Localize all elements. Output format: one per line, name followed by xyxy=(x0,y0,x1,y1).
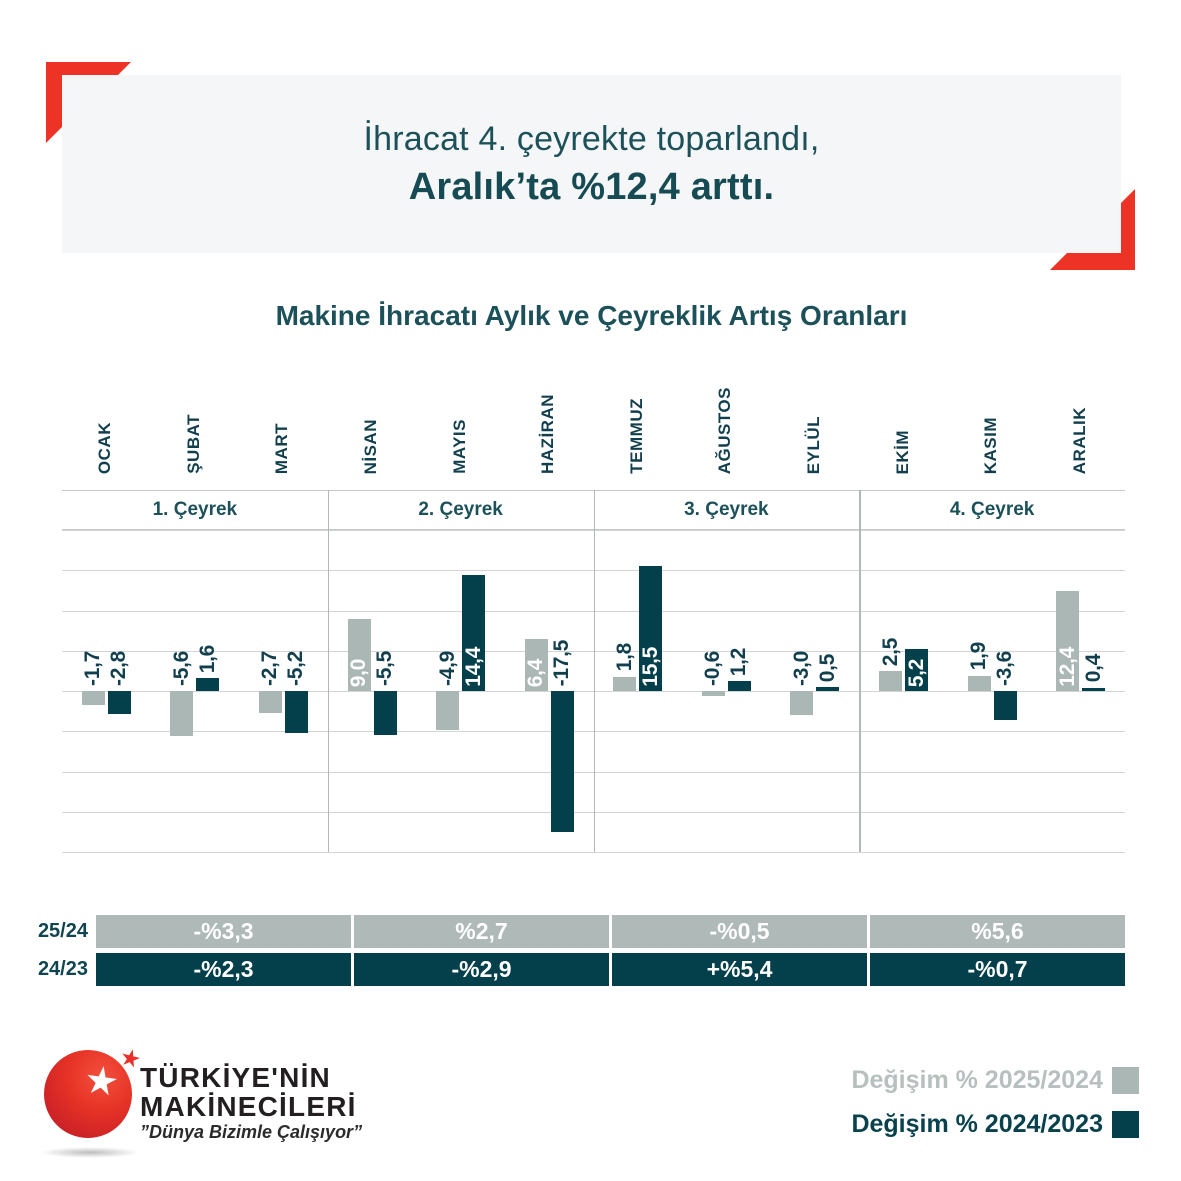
month-label: OCAK xyxy=(95,421,115,474)
bar-value-label: 2,5 xyxy=(878,637,902,666)
legend-item: Değişim % 2024/2023 xyxy=(851,1110,1139,1138)
bar-value-label: 9,0 xyxy=(347,658,371,687)
summary-row-label: 24/23 xyxy=(37,958,88,980)
bar xyxy=(196,678,220,691)
month-label: EKİM xyxy=(892,429,912,475)
chart-title: Makine İhracatı Aylık ve Çeyreklik Artış… xyxy=(275,300,908,331)
bar xyxy=(879,670,903,691)
logo-shadow xyxy=(40,1147,140,1158)
quarter-divider xyxy=(593,490,595,852)
logo-tagline: ”Dünya Bizimle Çalışıyor” xyxy=(140,1122,363,1142)
bar xyxy=(905,649,929,691)
month-label: ŞUBAT xyxy=(183,414,203,474)
bar-value-label: -3,6 xyxy=(993,651,1017,686)
bar-value-label: 6,4 xyxy=(524,658,548,687)
month-label: AĞUSTOS xyxy=(715,386,735,474)
month-label: HAZİRAN xyxy=(538,394,558,474)
bar xyxy=(373,691,397,736)
bar xyxy=(701,691,725,696)
summary-cell: +%5,4 xyxy=(612,953,867,986)
logo-sphere-icon xyxy=(44,1050,132,1138)
bar-value-label: 1,2 xyxy=(727,648,751,677)
bar xyxy=(107,691,131,714)
summary-cell: -%3,3 xyxy=(96,915,351,948)
bar-value-label: 14,4 xyxy=(461,647,485,687)
summary-cell: %5,6 xyxy=(870,915,1125,948)
bar xyxy=(639,566,663,691)
bar xyxy=(967,675,991,691)
bar-value-label: -2,7 xyxy=(258,651,282,686)
month-label: TEMMUZ xyxy=(626,398,646,474)
summary-cell: -%0,7 xyxy=(870,953,1125,986)
month-label: EYLÜL xyxy=(803,415,823,474)
header-panel: İhracat 4. çeyrekte toparlandı, Aralık’t… xyxy=(62,75,1121,253)
bar xyxy=(1082,687,1106,691)
bar-value-label: 15,5 xyxy=(638,647,662,687)
bar-value-label: 12,4 xyxy=(1055,647,1079,687)
month-label: ARALIK xyxy=(1069,406,1089,474)
bar-value-label: -1,7 xyxy=(81,651,105,686)
month-label: MAYIS xyxy=(449,419,469,474)
bar-value-label: -5,2 xyxy=(284,651,308,686)
legend-swatch-icon xyxy=(1112,1110,1139,1138)
bar-value-label: 1,6 xyxy=(195,644,219,674)
bar xyxy=(727,681,751,691)
quarter-divider xyxy=(327,490,330,852)
bar-value-label: -4,9 xyxy=(435,651,459,686)
summary-row-label: 25/24 xyxy=(37,920,88,942)
bar-value-label: -5,5 xyxy=(373,651,397,686)
bar xyxy=(550,691,574,832)
bar-value-label: -17,5 xyxy=(550,639,574,686)
summary-row: -%3,3 %2,7 -%0,5 %5,6 xyxy=(96,915,1125,948)
bar-value-label: -5,6 xyxy=(169,651,193,686)
bar xyxy=(436,691,460,731)
bar-value-label: -0,6 xyxy=(701,651,725,686)
bar xyxy=(258,691,282,713)
quarter-label: 4. Çeyrek xyxy=(949,499,1035,520)
month-label: KASIM xyxy=(981,416,1001,474)
bar xyxy=(284,691,308,733)
bar xyxy=(81,691,105,705)
month-label: MART xyxy=(272,422,292,474)
bar-value-label: 0,4 xyxy=(1081,654,1105,683)
legend-swatch-icon xyxy=(1112,1066,1139,1094)
bar-value-label: 1,8 xyxy=(612,643,636,672)
quarter-label: 3. Çeyrek xyxy=(684,499,769,520)
bar xyxy=(790,691,814,716)
bar xyxy=(170,691,194,737)
summary-row: -%2,3 -%2,9 +%5,4 -%0,7 xyxy=(96,953,1125,986)
bar xyxy=(462,575,486,691)
bar xyxy=(1056,591,1080,691)
bar xyxy=(816,686,840,691)
month-label: NİSAN xyxy=(361,418,381,474)
quarter-divider xyxy=(859,490,861,852)
bar-value-label: -3,0 xyxy=(789,651,813,686)
bar xyxy=(347,618,371,691)
logo-text-line2: MAKİNECİLERİ xyxy=(140,1091,357,1122)
summary-cell: -%0,5 xyxy=(612,915,867,948)
quarter-label: 2. Çeyrek xyxy=(418,499,503,520)
bar xyxy=(993,691,1017,720)
bar xyxy=(613,676,637,691)
quarter-label: 1. Çeyrek xyxy=(152,499,238,520)
bar-value-label: 1,9 xyxy=(967,642,991,671)
logo-text-line1: TÜRKİYE'NİN xyxy=(140,1062,331,1093)
summary-cell: %2,7 xyxy=(354,915,609,948)
bar xyxy=(524,639,548,691)
page-title-line2: Aralık’ta %12,4 arttı. xyxy=(408,165,775,208)
page-title-line1: İhracat 4. çeyrekte toparlandı, xyxy=(363,119,820,158)
gridline xyxy=(62,852,1125,853)
bar-value-label: 5,2 xyxy=(904,658,928,687)
bar-value-label: -2,8 xyxy=(107,651,131,686)
bar-value-label: 0,5 xyxy=(815,653,839,682)
legend-label: Değişim % 2024/2023 xyxy=(851,1109,1103,1138)
legend-item: Değişim % 2025/2024 xyxy=(851,1066,1139,1094)
summary-cell: -%2,9 xyxy=(354,953,609,986)
summary-cell: -%2,3 xyxy=(96,953,351,986)
legend-label: Değişim % 2025/2024 xyxy=(851,1065,1103,1094)
